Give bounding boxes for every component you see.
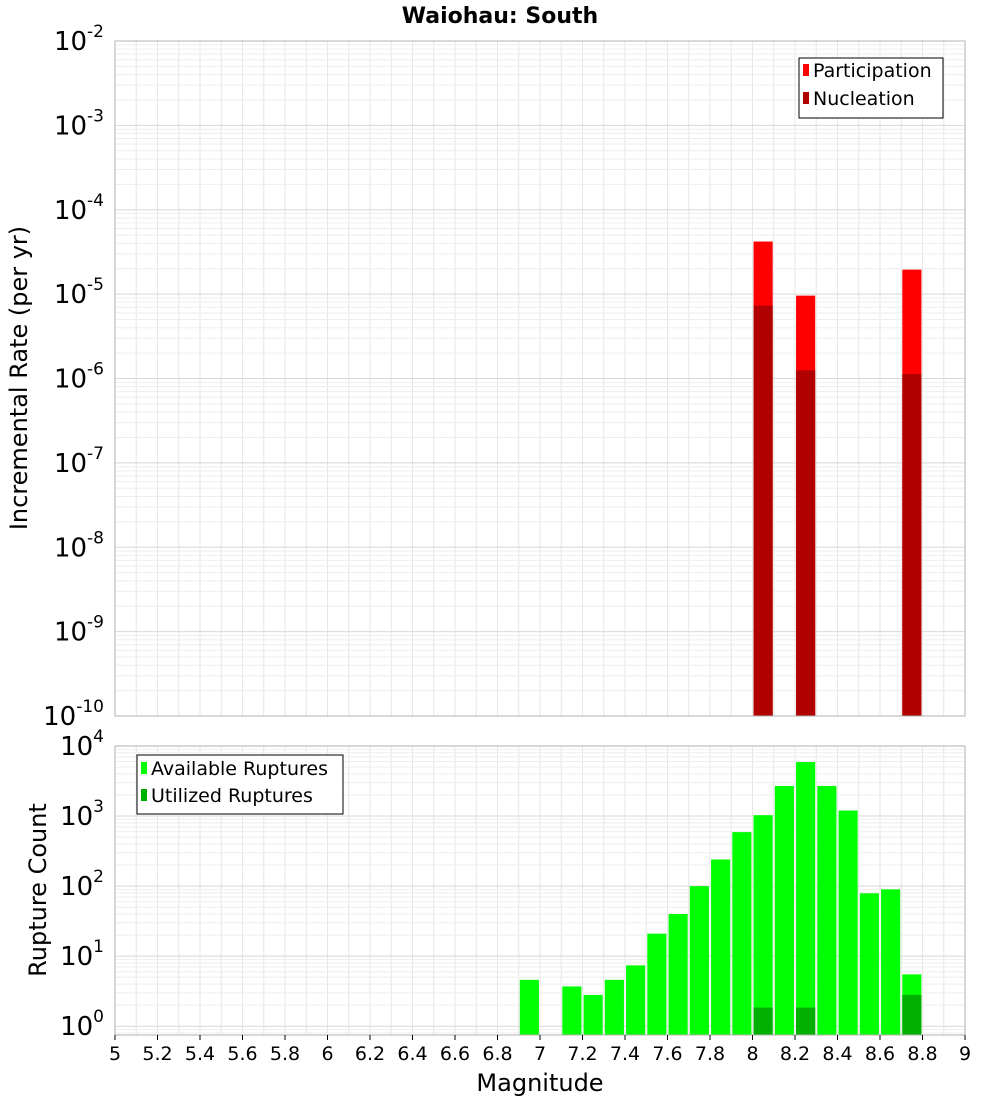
x-tick-label: 6.4 xyxy=(397,1043,427,1065)
count-bar-available-ruptures xyxy=(732,832,752,1035)
rate-grid xyxy=(114,40,966,717)
x-tick-label: 8 xyxy=(746,1043,758,1065)
x-tick-label: 7.4 xyxy=(610,1043,640,1065)
x-tick-label: 5.4 xyxy=(185,1043,215,1065)
count-bar-utilized-ruptures xyxy=(902,994,922,1035)
x-tick-label: 8.4 xyxy=(822,1043,852,1065)
x-tick-label: 9 xyxy=(959,1043,971,1065)
count-legend-swatch xyxy=(141,762,147,774)
count-bar-available-ruptures xyxy=(881,889,901,1035)
count-bar-available-ruptures xyxy=(753,815,773,1035)
count-bars xyxy=(519,762,922,1035)
rate-y-tick-label: 10-9 xyxy=(54,613,104,648)
x-tick-label: 7.8 xyxy=(695,1043,725,1065)
count-legend: Available Ruptures Utilized Ruptures xyxy=(136,754,344,815)
rate-bar-nucleation xyxy=(753,305,773,716)
x-tick-label: 8.2 xyxy=(780,1043,810,1065)
rate-y-axis-label: Incremental Rate (per yr) xyxy=(5,226,33,530)
count-bar-available-ruptures xyxy=(689,886,709,1035)
rate-plot-frame xyxy=(114,40,966,717)
rate-y-tick-label: 10-4 xyxy=(54,191,104,226)
x-tick-label: 5 xyxy=(109,1043,121,1065)
x-tick-label: 6.2 xyxy=(355,1043,385,1065)
count-x-ticks: 5 5.2 5.4 5.6 5.8 6 6.2 6.4 6.6 6.8 7 7.2 7.4 7.6 7.8 8… xyxy=(109,1035,971,1065)
count-bar-available-ruptures xyxy=(859,893,879,1035)
count-y-tick-label: 100 xyxy=(60,1007,104,1042)
count-y-axis-label: Rupture Count xyxy=(24,803,52,977)
rate-bar-nucleation xyxy=(902,374,922,716)
count-panel: 100 101 102 103 104 5 5.2 5.4 5.6 5.8 6 6.2 6.4 6.6 6… xyxy=(24,727,971,1097)
rate-legend-swatch xyxy=(803,92,809,104)
count-y-ticks: 100 101 102 103 104 xyxy=(60,727,104,1042)
rate-bars xyxy=(753,241,922,717)
x-tick-label: 7.6 xyxy=(652,1043,682,1065)
x-tick-label: 7 xyxy=(534,1043,546,1065)
rate-y-tick-label: 10-5 xyxy=(54,275,104,310)
rate-bar-nucleation xyxy=(796,370,816,716)
x-tick-label: 6 xyxy=(321,1043,333,1065)
x-tick-label: 7.2 xyxy=(567,1043,597,1065)
x-tick-label: 5.6 xyxy=(227,1043,257,1065)
count-bar-available-ruptures xyxy=(519,979,539,1035)
count-bar-utilized-ruptures xyxy=(796,1007,816,1035)
rate-legend-box xyxy=(798,57,944,119)
count-bar-available-ruptures xyxy=(562,986,582,1035)
count-bar-available-ruptures xyxy=(838,810,858,1035)
x-tick-label: 6.8 xyxy=(482,1043,512,1065)
count-bar-available-ruptures xyxy=(583,994,603,1035)
count-legend-label: Available Ruptures xyxy=(151,758,328,780)
count-bar-available-ruptures xyxy=(626,965,646,1035)
rate-legend-swatch xyxy=(803,64,809,76)
rate-legend-label: Nucleation xyxy=(813,88,915,110)
rate-y-tick-label: 10-3 xyxy=(54,106,104,141)
chart-title: Waiohau: South xyxy=(402,4,598,29)
rate-y-tick-label: 10-7 xyxy=(54,444,104,479)
count-bar-available-ruptures xyxy=(774,785,794,1035)
count-y-tick-label: 103 xyxy=(60,797,104,832)
rate-y-tick-label: 10-8 xyxy=(54,528,104,563)
count-y-tick-label: 102 xyxy=(60,867,104,902)
count-bar-available-ruptures xyxy=(668,914,688,1035)
rate-y-tick-label: 10-6 xyxy=(54,360,104,395)
count-bar-available-ruptures xyxy=(604,979,624,1035)
x-tick-label: 8.8 xyxy=(907,1043,937,1065)
x-tick-label: 5.8 xyxy=(270,1043,300,1065)
count-legend-swatch xyxy=(141,789,147,801)
count-bar-available-ruptures xyxy=(647,933,667,1035)
count-bar-available-ruptures xyxy=(817,785,837,1035)
count-legend-box xyxy=(136,754,344,815)
x-axis-label: Magnitude xyxy=(476,1069,603,1097)
rate-legend-label: Participation xyxy=(813,60,932,82)
count-y-tick-label: 101 xyxy=(60,937,104,972)
count-bar-utilized-ruptures xyxy=(753,1007,773,1035)
rate-y-tick-label: 10-10 xyxy=(43,697,104,732)
count-bar-available-ruptures xyxy=(711,859,731,1035)
count-y-tick-label: 104 xyxy=(60,727,104,762)
x-tick-label: 8.6 xyxy=(865,1043,895,1065)
rate-y-tick-label: 10-2 xyxy=(54,22,104,57)
rate-legend: Participation Nucleation xyxy=(798,57,944,119)
count-legend-label: Utilized Ruptures xyxy=(151,785,313,807)
rate-panel: 10-10 10-9 10-8 10-7 10-6 10-5 10-4 10-3 10-2 In… xyxy=(5,22,966,732)
x-tick-label: 6.6 xyxy=(440,1043,470,1065)
rate-y-ticks: 10-10 10-9 10-8 10-7 10-6 10-5 10-4 10-3 10-2 xyxy=(43,22,104,732)
x-tick-label: 5.2 xyxy=(142,1043,172,1065)
count-bar-available-ruptures xyxy=(796,762,816,1035)
